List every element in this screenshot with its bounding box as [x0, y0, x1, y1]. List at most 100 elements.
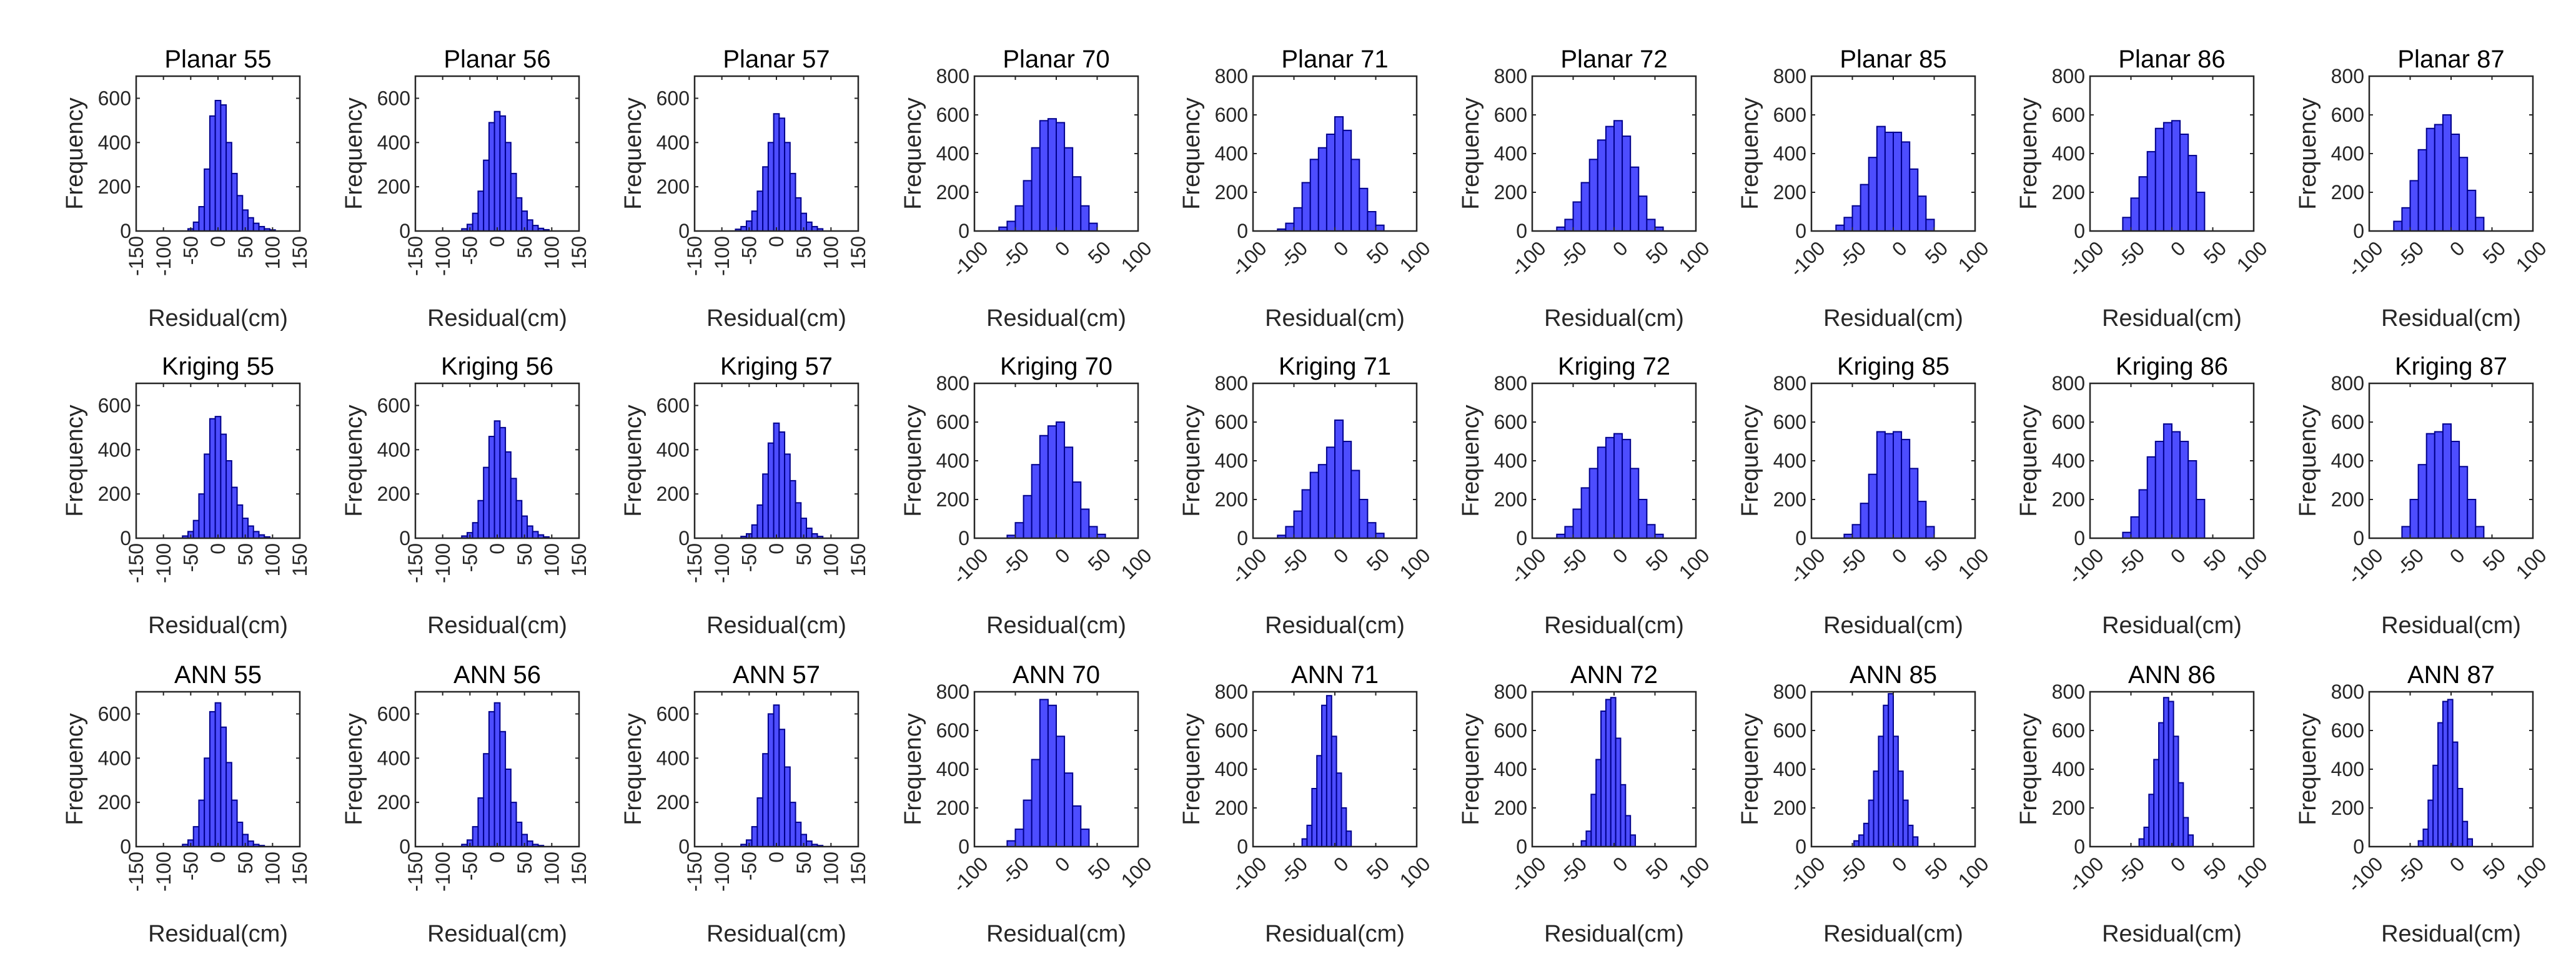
x-tick-label: -150	[125, 543, 147, 583]
y-tick-label: 0	[678, 220, 690, 242]
y-tick-label: 200	[936, 797, 969, 819]
panel-title: Kriging 86	[2116, 353, 2228, 380]
histogram-bar	[488, 122, 495, 232]
histogram-bar	[1917, 195, 1927, 232]
x-axis-label: Residual(cm)	[1544, 921, 1684, 947]
x-tick-label: 0	[765, 543, 788, 554]
x-tick-label: 100	[541, 236, 563, 269]
histogram-bar	[1572, 508, 1582, 539]
histogram-bar	[2475, 526, 2485, 539]
histogram-bar	[1047, 118, 1058, 232]
histogram-bar	[2171, 120, 2181, 232]
histogram-bar	[488, 436, 495, 539]
histogram-bar	[192, 221, 200, 232]
x-tick-label: -50	[1555, 852, 1591, 888]
y-axis-label: Frequency	[2016, 97, 2042, 210]
histogram-bar	[762, 166, 769, 232]
histogram-bar	[1301, 838, 1308, 847]
histogram-bar	[1883, 704, 1890, 847]
histogram-bar	[1072, 805, 1082, 848]
y-tick-label: 400	[98, 747, 131, 769]
histogram-bar	[2162, 423, 2172, 539]
histogram-bar	[198, 799, 206, 847]
x-tick-label: -100	[1506, 544, 1550, 588]
histogram-bar	[778, 729, 786, 847]
histogram-bar	[1367, 522, 1377, 539]
histogram-bar	[510, 172, 517, 232]
histogram-bar	[1047, 704, 1058, 847]
histogram-bar	[1350, 470, 1360, 539]
panel-planar-71: 0 200 400 600 800 -100 -50 0 50 100 Planar 71 Resid…	[1179, 46, 1435, 332]
y-tick-label: 0	[2074, 220, 2085, 242]
histogram-bar	[220, 433, 227, 539]
y-tick-label: 200	[2052, 181, 2085, 204]
x-tick-label: 0	[486, 543, 508, 554]
x-tick-label: 0	[207, 236, 229, 247]
y-tick-label: 200	[1215, 181, 1248, 204]
y-tick-label: 0	[678, 835, 690, 858]
histogram-bar	[2434, 124, 2444, 232]
panel-title: Planar 87	[2397, 46, 2504, 73]
panel-kriging-55: 0 200 400 600 -150 -100 -50 0 50 100 150 Kriging 55…	[62, 353, 311, 639]
y-tick-label: 0	[958, 527, 969, 549]
histogram-bar	[472, 212, 479, 232]
panel-planar-86: 0 200 400 600 800 -100 -50 0 50 100 Planar 86 Resid…	[2016, 46, 2272, 332]
y-tick-label: 0	[1516, 835, 1527, 858]
x-tick-label: -100	[2064, 237, 2108, 281]
histogram-bar	[1590, 794, 1597, 848]
y-tick-label: 0	[120, 220, 131, 242]
x-tick-label: 50	[1362, 237, 1394, 268]
histogram-bar	[2422, 829, 2429, 847]
histogram-bar	[505, 769, 512, 847]
x-axis-label: Residual(cm)	[2381, 921, 2521, 947]
histogram-bar	[214, 702, 222, 847]
histogram-bar	[1620, 784, 1627, 848]
histogram-bar	[789, 802, 796, 847]
histogram-bar	[527, 840, 533, 847]
panel-kriging-85: 0 200 400 600 800 -100 -50 0 50 100 Kriging 85 Resi…	[1737, 353, 1993, 639]
y-tick-label: 400	[1215, 142, 1248, 165]
histogram-bar	[209, 418, 216, 539]
y-tick-label: 400	[98, 438, 131, 461]
x-axis-label: Residual(cm)	[1823, 612, 1963, 639]
histogram-bar	[1613, 120, 1623, 232]
histogram-bar	[2143, 827, 2150, 847]
histogram-bar	[1285, 526, 1295, 539]
histogram-bar	[773, 113, 780, 232]
histogram-bar	[1868, 157, 1878, 232]
y-tick-label: 0	[958, 835, 969, 858]
x-axis-label: Residual(cm)	[1265, 921, 1405, 947]
y-tick-label: 800	[1494, 65, 1527, 87]
histogram-bar	[2457, 788, 2464, 847]
x-tick-label: -150	[683, 236, 706, 276]
y-tick-label: 600	[1215, 104, 1248, 126]
histogram-bar	[2452, 741, 2459, 847]
panel-title: ANN 57	[733, 661, 820, 689]
y-tick-label: 0	[1237, 220, 1248, 242]
histogram-bar	[1023, 494, 1033, 539]
histogram-bar	[1580, 840, 1587, 847]
y-tick-label: 0	[399, 527, 410, 549]
y-tick-label: 600	[1215, 411, 1248, 433]
panel-title: Kriging 70	[1000, 353, 1112, 380]
histogram-bar	[204, 757, 211, 848]
histogram-bar	[1056, 421, 1066, 539]
x-tick-label: -50	[1276, 237, 1312, 273]
histogram-bar	[204, 453, 211, 539]
x-tick-label: 100	[2232, 237, 2272, 276]
y-tick-label: 0	[1516, 220, 1527, 242]
y-tick-label: 200	[656, 791, 690, 814]
histogram-bar	[1901, 141, 1911, 232]
histogram-bar	[1031, 147, 1041, 232]
panel-title: Planar 56	[443, 46, 550, 73]
x-tick-label: -100	[152, 236, 175, 276]
y-tick-label: 800	[1773, 681, 1806, 703]
x-axis-label: Residual(cm)	[1544, 305, 1684, 332]
histogram-bar	[1917, 501, 1927, 539]
y-tick-label: 200	[936, 181, 969, 204]
histogram-bar	[1039, 120, 1049, 232]
y-axis-label: Frequency	[341, 713, 367, 825]
histogram-bar	[767, 713, 775, 848]
panel-title: Planar 57	[723, 46, 830, 73]
histogram-bar	[499, 730, 507, 848]
